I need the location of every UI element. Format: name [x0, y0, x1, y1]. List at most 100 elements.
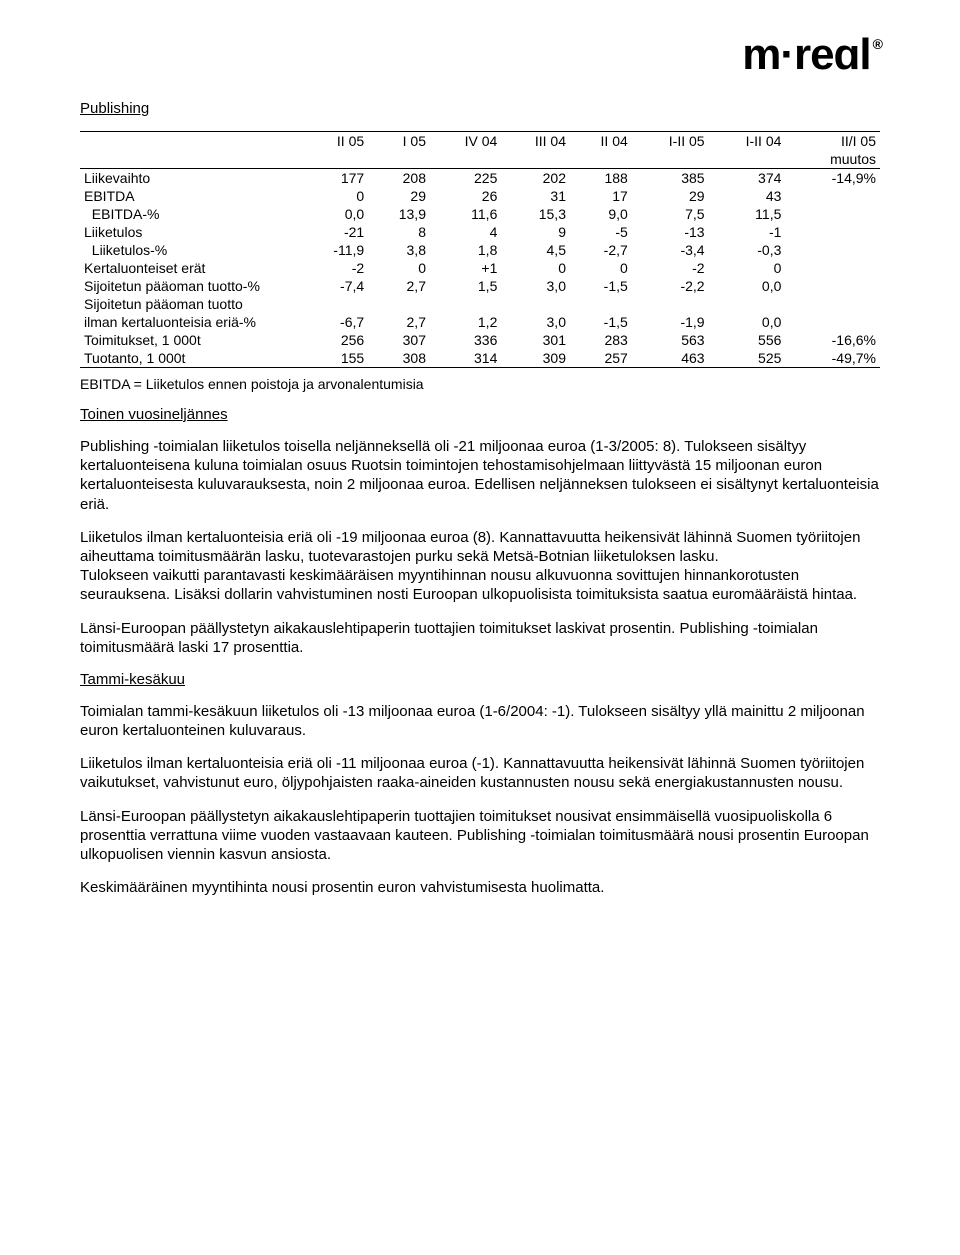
section-title: Publishing — [80, 100, 880, 117]
th-col: II/I 05 — [785, 132, 880, 151]
cell: -2,2 — [632, 277, 709, 295]
cell: 2,7 — [368, 277, 430, 295]
th-col: II 04 — [570, 132, 632, 151]
cell: 463 — [632, 349, 709, 368]
cell — [785, 277, 880, 295]
table-body: Liikevaihto177208225202188385374-14,9%EB… — [80, 169, 880, 368]
cell: 3,8 — [368, 241, 430, 259]
cell: 26 — [430, 187, 501, 205]
cell: -6,7 — [300, 313, 368, 331]
cell — [501, 295, 570, 313]
cell: 225 — [430, 169, 501, 188]
th-col — [570, 150, 632, 169]
cell: -2 — [300, 259, 368, 277]
th-col: III 04 — [501, 132, 570, 151]
paragraph: Toimialan tammi-kesäkuun liiketulos oli … — [80, 702, 880, 740]
subheading-q2: Toinen vuosineljännes — [80, 406, 880, 423]
cell: 307 — [368, 331, 430, 349]
th-col: I-II 05 — [632, 132, 709, 151]
cell: 314 — [430, 349, 501, 368]
cell: -2 — [632, 259, 709, 277]
table-row: Kertaluonteiset erät-20+100-20 — [80, 259, 880, 277]
cell: 1,8 — [430, 241, 501, 259]
cell: 257 — [570, 349, 632, 368]
cell: -0,3 — [709, 241, 786, 259]
th-blank — [80, 150, 300, 169]
cell: -49,7% — [785, 349, 880, 368]
cell: 3,0 — [501, 313, 570, 331]
paragraph: Länsi-Euroopan päällystetyn aikakausleht… — [80, 619, 880, 657]
paragraph: Keskimääräinen myyntihinta nousi prosent… — [80, 878, 880, 897]
cell: 7,5 — [632, 205, 709, 223]
cell: 308 — [368, 349, 430, 368]
cell: 0 — [501, 259, 570, 277]
cell: 155 — [300, 349, 368, 368]
row-label: Kertaluonteiset erät — [80, 259, 300, 277]
th-col — [709, 150, 786, 169]
cell: 385 — [632, 169, 709, 188]
row-label: Liiketulos-% — [80, 241, 300, 259]
cell: +1 — [430, 259, 501, 277]
th-col: I 05 — [368, 132, 430, 151]
row-label: Sijoitetun pääoman tuotto-% — [80, 277, 300, 295]
cell — [709, 295, 786, 313]
cell: -2,7 — [570, 241, 632, 259]
row-label: Tuotanto, 1 000t — [80, 349, 300, 368]
cell: 188 — [570, 169, 632, 188]
cell: 2,7 — [368, 313, 430, 331]
cell: 301 — [501, 331, 570, 349]
cell — [430, 295, 501, 313]
paragraph: Liiketulos ilman kertaluonteisia eriä ol… — [80, 754, 880, 792]
cell: 11,5 — [709, 205, 786, 223]
cell: -1,9 — [632, 313, 709, 331]
cell — [300, 295, 368, 313]
cell — [785, 313, 880, 331]
ebitda-note: EBITDA = Liiketulos ennen poistoja ja ar… — [80, 376, 880, 392]
row-label: Liiketulos — [80, 223, 300, 241]
cell: 256 — [300, 331, 368, 349]
table-row: Liikevaihto177208225202188385374-14,9% — [80, 169, 880, 188]
row-label: EBITDA-% — [80, 205, 300, 223]
th-col: II 05 — [300, 132, 368, 151]
cell: 0 — [368, 259, 430, 277]
cell: -1,5 — [570, 277, 632, 295]
cell: 0,0 — [709, 313, 786, 331]
table-row: ilman kertaluonteisia eriä-%-6,72,71,23,… — [80, 313, 880, 331]
cell: 29 — [368, 187, 430, 205]
paragraph: Liiketulos ilman kertaluonteisia eriä ol… — [80, 528, 880, 566]
cell: -1 — [709, 223, 786, 241]
cell: 283 — [570, 331, 632, 349]
cell — [785, 205, 880, 223]
cell: 3,0 — [501, 277, 570, 295]
cell: 17 — [570, 187, 632, 205]
cell: -7,4 — [300, 277, 368, 295]
cell: 0 — [300, 187, 368, 205]
row-label: Liikevaihto — [80, 169, 300, 188]
paragraph: Tulokseen vaikutti parantavasti keskimää… — [80, 566, 880, 604]
cell: 336 — [430, 331, 501, 349]
row-label: Sijoitetun pääoman tuotto — [80, 295, 300, 313]
cell: 1,2 — [430, 313, 501, 331]
cell: 9,0 — [570, 205, 632, 223]
cell — [785, 223, 880, 241]
cell — [632, 295, 709, 313]
th-col — [430, 150, 501, 169]
table-row: Sijoitetun pääoman tuotto — [80, 295, 880, 313]
cell: 0 — [570, 259, 632, 277]
paragraph: Länsi-Euroopan päällystetyn aikakausleht… — [80, 807, 880, 865]
cell: -14,9% — [785, 169, 880, 188]
cell — [785, 241, 880, 259]
logo-text: m·reɑl — [742, 30, 870, 79]
cell: 374 — [709, 169, 786, 188]
table-row: Sijoitetun pääoman tuotto-%-7,42,71,53,0… — [80, 277, 880, 295]
cell: 4 — [430, 223, 501, 241]
financial-table: II 05 I 05 IV 04 III 04 II 04 I-II 05 I-… — [80, 131, 880, 368]
row-label: ilman kertaluonteisia eriä-% — [80, 313, 300, 331]
registered-icon: ® — [873, 36, 882, 52]
cell: -5 — [570, 223, 632, 241]
cell — [368, 295, 430, 313]
table-row: Tuotanto, 1 000t155308314309257463525-49… — [80, 349, 880, 368]
row-label: EBITDA — [80, 187, 300, 205]
cell: -13 — [632, 223, 709, 241]
cell: 15,3 — [501, 205, 570, 223]
